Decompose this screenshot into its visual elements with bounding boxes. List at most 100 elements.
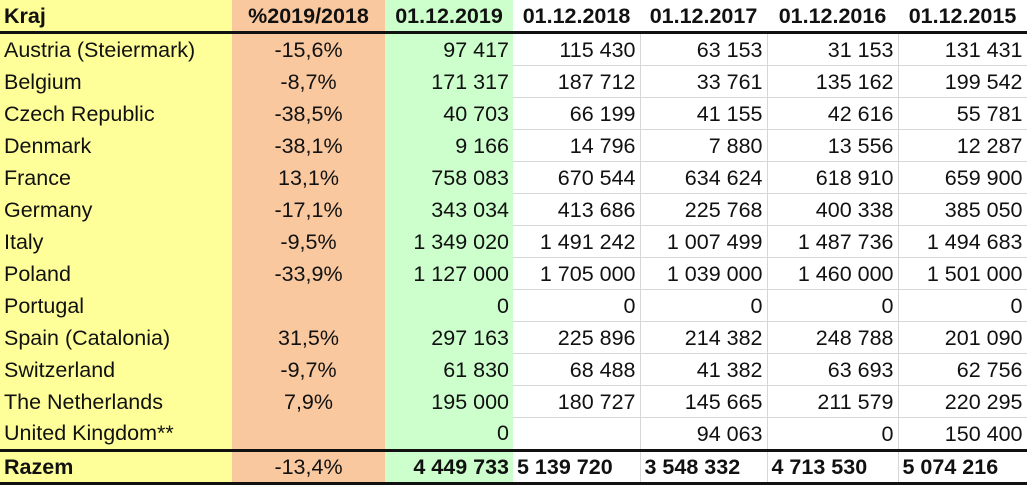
country-cell: Germany (0, 193, 232, 226)
value-2016-cell: 13 556 (767, 129, 899, 162)
value-2016-cell: 31 153 (767, 32, 899, 66)
value-2019-cell: 0 (385, 289, 513, 322)
value-2016-cell: 1 460 000 (767, 257, 899, 290)
value-2016-cell: 4 713 530 (767, 449, 899, 485)
column-header-value-2015: 01.12.2015 (898, 0, 1027, 34)
value-2016-cell: 42 616 (767, 97, 899, 130)
country-cell: The Netherlands (0, 385, 232, 418)
change-percent-cell: 31,5% (232, 321, 385, 354)
country-cell: Denmark (0, 129, 232, 162)
total-row: Razem -13,4% 4 449 733 5 139 720 3 548 332 4 … (0, 449, 1027, 485)
value-2017-cell: 33 761 (640, 65, 768, 98)
table-row: Germany -17,1% 343 034 413 686 225 768 400 33… (0, 193, 1027, 226)
value-2018-cell: 115 430 (513, 32, 641, 66)
value-2018-cell: 1 491 242 (513, 225, 641, 258)
value-2018-cell: 670 544 (513, 161, 641, 194)
value-2016-cell: 211 579 (767, 385, 899, 418)
value-2018-cell: 14 796 (513, 129, 641, 162)
value-2018-cell: 180 727 (513, 385, 641, 418)
table-row: Switzerland -9,7% 61 830 68 488 41 382 63 693… (0, 353, 1027, 386)
country-cell: Italy (0, 225, 232, 258)
change-percent-cell: -33,9% (232, 257, 385, 290)
value-2017-cell: 63 153 (640, 32, 768, 66)
country-cell: France (0, 161, 232, 194)
table-row: Italy -9,5% 1 349 020 1 491 242 1 007 499 1 4… (0, 225, 1027, 258)
value-2019-cell: 297 163 (385, 321, 513, 354)
value-2019-cell: 1 127 000 (385, 257, 513, 290)
table-row: The Netherlands 7,9% 195 000 180 727 145 665… (0, 385, 1027, 418)
value-2016-cell: 618 910 (767, 161, 899, 194)
change-percent-cell: -13,4% (232, 449, 385, 485)
value-2017-cell: 1 039 000 (640, 257, 768, 290)
country-cell: Switzerland (0, 353, 232, 386)
table-row: Czech Republic -38,5% 40 703 66 199 41 155 42… (0, 97, 1027, 130)
value-2017-cell: 41 155 (640, 97, 768, 130)
table-row: Austria (Steiermark) -15,6% 97 417 115 430 6… (0, 32, 1027, 66)
change-percent-cell: -9,5% (232, 225, 385, 258)
value-2019-cell: 758 083 (385, 161, 513, 194)
value-2018-cell: 66 199 (513, 97, 641, 130)
value-2015-cell: 0 (898, 289, 1027, 322)
value-2017-cell: 7 880 (640, 129, 768, 162)
value-2016-cell: 1 487 736 (767, 225, 899, 258)
change-percent-cell: 13,1% (232, 161, 385, 194)
value-2018-cell: 68 488 (513, 353, 641, 386)
value-2015-cell: 12 287 (898, 129, 1027, 162)
column-header-value-2017: 01.12.2017 (640, 0, 767, 34)
value-2017-cell: 3 548 332 (640, 449, 768, 485)
value-2015-cell: 1 501 000 (898, 257, 1027, 290)
value-2018-cell: 1 705 000 (513, 257, 641, 290)
value-2017-cell: 145 665 (640, 385, 768, 418)
change-percent-cell (232, 289, 385, 322)
value-2016-cell: 248 788 (767, 321, 899, 354)
value-2016-cell: 0 (767, 417, 899, 451)
table-row: Spain (Catalonia) 31,5% 297 163 225 896 214 … (0, 321, 1027, 354)
value-2018-cell: 413 686 (513, 193, 641, 226)
value-2017-cell: 1 007 499 (640, 225, 768, 258)
country-cell: Razem (0, 449, 232, 485)
value-2017-cell: 225 768 (640, 193, 768, 226)
column-header-change-percent: %2019/2018 (232, 0, 385, 34)
table-row: France 13,1% 758 083 670 544 634 624 618 910 6… (0, 161, 1027, 194)
value-2017-cell: 94 063 (640, 417, 768, 451)
value-2019-cell: 195 000 (385, 385, 513, 418)
table-row: Denmark -38,1% 9 166 14 796 7 880 13 556 12 28… (0, 129, 1027, 162)
change-percent-cell: -38,1% (232, 129, 385, 162)
value-2015-cell: 385 050 (898, 193, 1027, 226)
value-2016-cell: 400 338 (767, 193, 899, 226)
value-2016-cell: 135 162 (767, 65, 899, 98)
value-2015-cell: 62 756 (898, 353, 1027, 386)
value-2019-cell: 1 349 020 (385, 225, 513, 258)
country-cell: Portugal (0, 289, 232, 322)
column-header-country: Kraj (0, 0, 232, 34)
table-row: Belgium -8,7% 171 317 187 712 33 761 135 162 1… (0, 65, 1027, 98)
change-percent-cell: -38,5% (232, 97, 385, 130)
value-2019-cell: 0 (385, 417, 513, 451)
value-2019-cell: 9 166 (385, 129, 513, 162)
value-2015-cell: 55 781 (898, 97, 1027, 130)
header-row: Kraj %2019/2018 01.12.2019 01.12.2018 01.12.… (0, 0, 1027, 34)
change-percent-cell: -8,7% (232, 65, 385, 98)
value-2019-cell: 4 449 733 (385, 449, 513, 485)
value-2016-cell: 0 (767, 289, 899, 322)
value-2018-cell (513, 417, 641, 451)
value-2018-cell: 0 (513, 289, 641, 322)
column-header-value-2018: 01.12.2018 (513, 0, 640, 34)
value-2017-cell: 41 382 (640, 353, 768, 386)
value-2018-cell: 187 712 (513, 65, 641, 98)
table-row: Poland -33,9% 1 127 000 1 705 000 1 039 000 1… (0, 257, 1027, 290)
value-2015-cell: 150 400 (898, 417, 1027, 451)
value-2019-cell: 171 317 (385, 65, 513, 98)
country-cell: Spain (Catalonia) (0, 321, 232, 354)
country-cell: Belgium (0, 65, 232, 98)
value-2019-cell: 343 034 (385, 193, 513, 226)
column-header-value-2019: 01.12.2019 (385, 0, 513, 34)
value-2015-cell: 199 542 (898, 65, 1027, 98)
change-percent-cell: -15,6% (232, 32, 385, 66)
value-2016-cell: 63 693 (767, 353, 899, 386)
value-2017-cell: 214 382 (640, 321, 768, 354)
table-row: Portugal 0 0 0 0 0 (0, 289, 1027, 322)
value-2015-cell: 5 074 216 (898, 449, 1027, 485)
value-2015-cell: 220 295 (898, 385, 1027, 418)
change-percent-cell: 7,9% (232, 385, 385, 418)
